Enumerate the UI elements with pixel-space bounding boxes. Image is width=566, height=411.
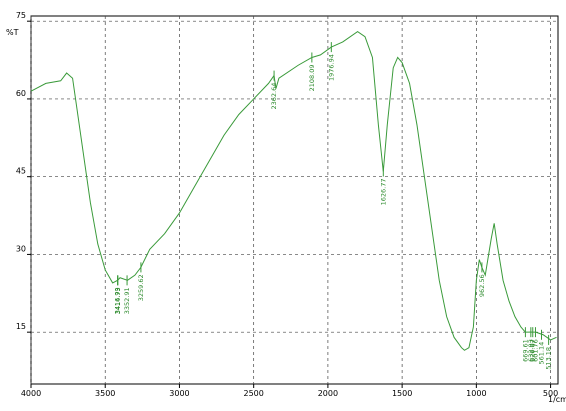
peak-label: 601.76 (531, 339, 539, 362)
peak-label: 620.07 (529, 339, 537, 362)
x-tick-label: 2500 (243, 389, 263, 398)
peak-label: 1626.77 (379, 178, 387, 205)
peak-label: 3259.62 (137, 274, 145, 301)
x-tick-label: 3500 (95, 389, 115, 398)
peak-label: 2362.64 (270, 83, 278, 110)
peak-label: 2108.09 (308, 64, 316, 91)
y-tick-label: 45 (16, 167, 26, 176)
y-tick-label: 15 (16, 322, 26, 331)
peak-label: 3414.73 (114, 287, 122, 314)
peak-label: 3352.91 (123, 287, 131, 314)
peak-label: 561.14 (538, 342, 546, 365)
y-tick-label: 75 (16, 11, 26, 20)
spectrum-line (30, 30, 557, 351)
plot-frame (30, 15, 559, 385)
peak-label: 669.61 (521, 339, 529, 362)
peak-label: 962.56 (478, 274, 486, 297)
x-axis-label: 1/cm (548, 395, 566, 404)
peak-label: 3416.99 (114, 287, 122, 314)
x-tick-label: 2000 (318, 389, 338, 398)
x-tick-label: 1000 (466, 389, 486, 398)
y-tick-label: 60 (16, 89, 26, 98)
x-tick-label: 3000 (169, 389, 189, 398)
y-axis-label: %T (6, 28, 19, 37)
x-tick-label: 1500 (392, 389, 412, 398)
peak-label: 632.93 (527, 339, 535, 362)
peak-label: 513.18 (545, 347, 553, 370)
x-tick-label: 500 (543, 389, 558, 398)
peak-label: 1976.94 (327, 54, 335, 81)
x-tick-label: 4000 (21, 389, 41, 398)
y-tick-label: 30 (16, 244, 26, 253)
